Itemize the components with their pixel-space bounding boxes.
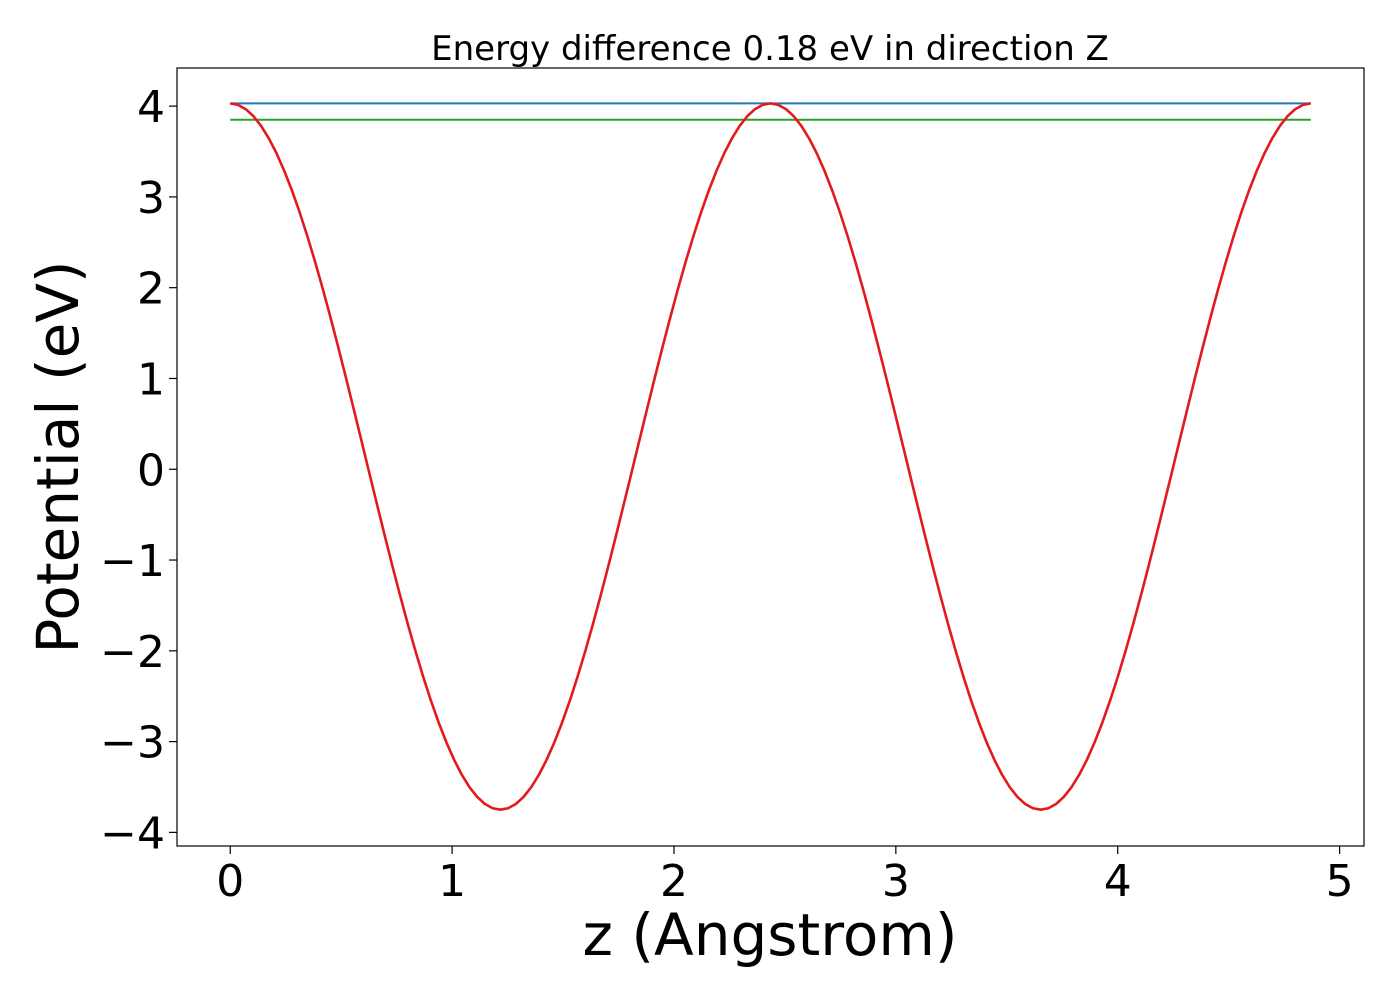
x-axis-title: z (Angstrom) [583,901,958,969]
plot-series-group [230,102,1311,811]
x-axis-ticks: 0 1 2 3 4 5 [216,846,1354,907]
y-axis-ticks: −4 −3 −2 −1 0 1 2 3 4 [100,82,177,859]
y-tick-label: 3 [137,173,165,224]
y-tick-label: 1 [137,354,165,405]
plot-frame [176,67,1365,847]
x-tick-label: 1 [438,856,466,907]
y-tick-label: −1 [100,536,165,587]
y-tick-label: 0 [137,445,165,496]
y-tick-label: −2 [100,627,165,678]
y-axis-title: Potential (eV) [24,260,92,653]
x-tick-label: 5 [1326,856,1354,907]
x-tick-label: 3 [882,856,910,907]
y-tick-label: −3 [100,718,165,769]
x-tick-label: 2 [660,856,688,907]
y-tick-label: 2 [137,264,165,315]
x-tick-label: 4 [1104,856,1132,907]
chart-title: Energy difference 0.18 eV in direction Z [431,29,1109,69]
y-tick-label: −4 [100,808,165,859]
x-tick-label: 0 [216,856,244,907]
series-line-3 [230,102,1311,811]
y-tick-label: 4 [137,82,165,133]
